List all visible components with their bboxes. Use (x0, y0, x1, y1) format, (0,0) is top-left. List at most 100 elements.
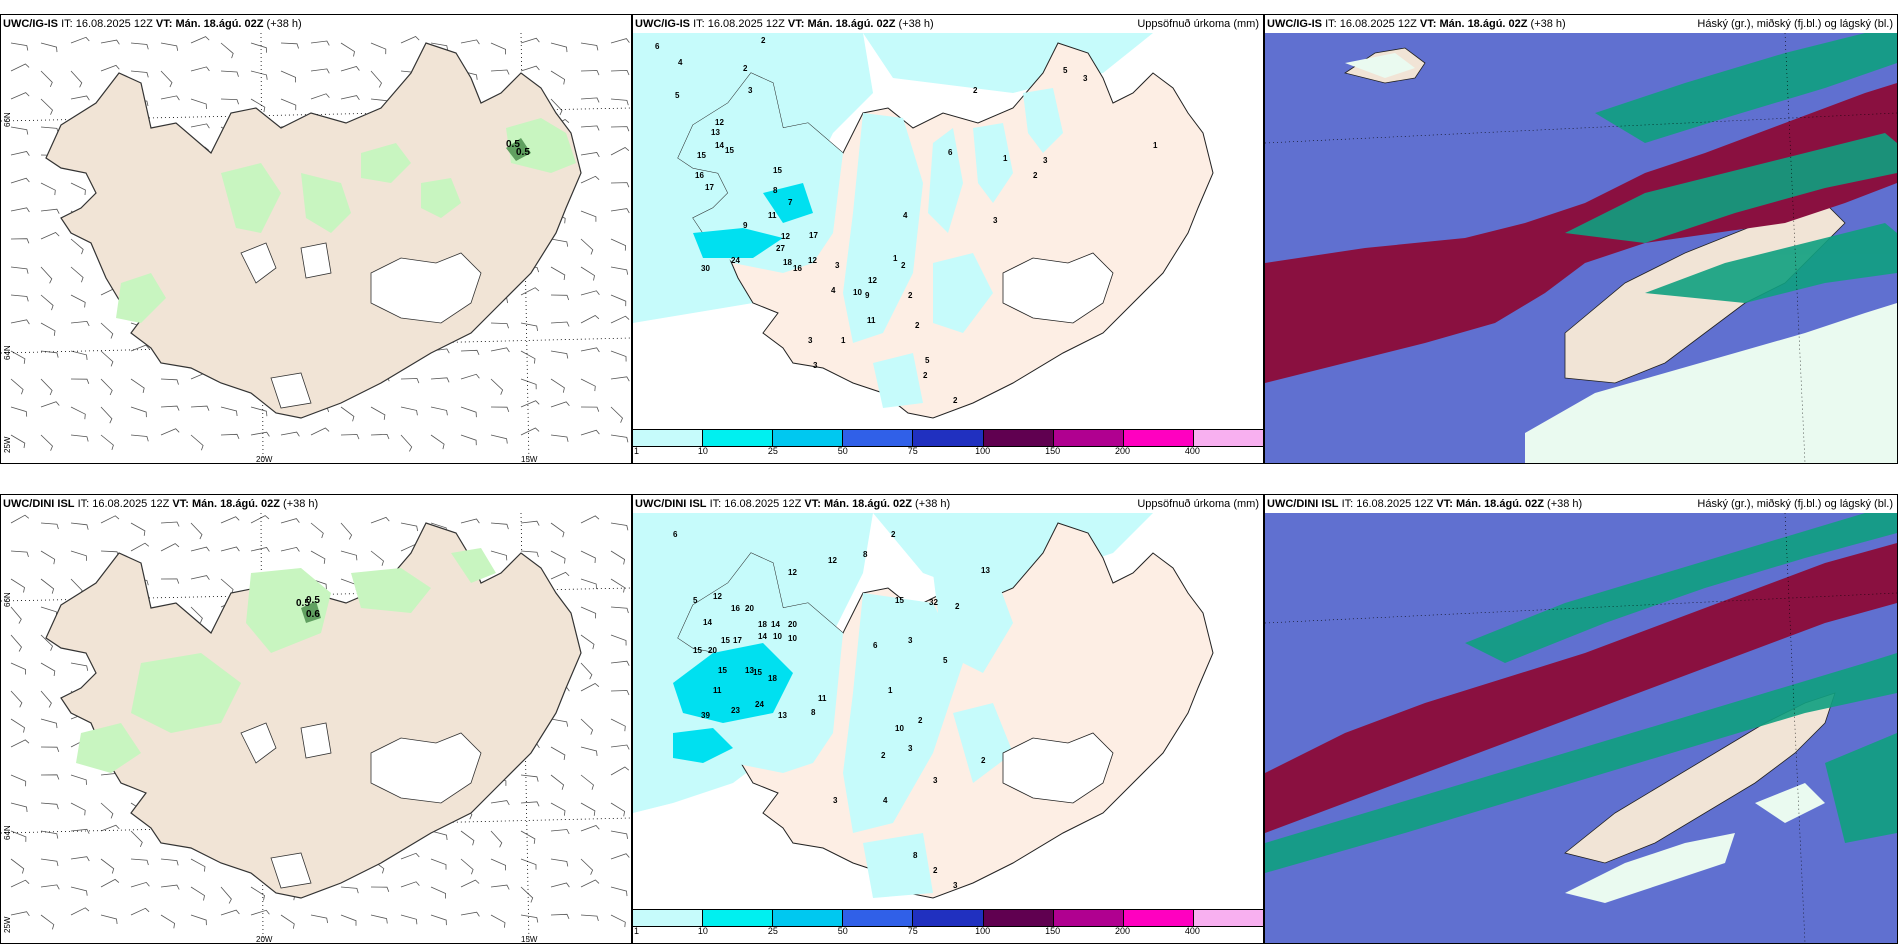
wind-barb-icon (40, 98, 53, 115)
wind-barb-icon (100, 406, 113, 424)
lead-time: (+38 h) (1547, 498, 1583, 510)
wind-barb-icon (520, 801, 540, 807)
colorbar-label: 25 (767, 446, 778, 456)
wind-barb-icon (520, 830, 536, 844)
wind-barb-icon (400, 406, 418, 416)
svg-text:8: 8 (811, 708, 816, 717)
lat-label: 64N (3, 825, 12, 840)
wind-barb-icon (220, 42, 234, 59)
wind-barb-icon (550, 321, 570, 327)
lon-label: 15W (521, 935, 538, 944)
svg-text:11: 11 (818, 694, 827, 703)
colorbar-segment (1053, 910, 1124, 926)
wind-barb-icon (340, 522, 353, 540)
wind-barb-icon (250, 70, 268, 80)
wind-barb-icon (190, 886, 205, 901)
wind-barb-icon (40, 550, 56, 565)
wind-barb-icon (70, 856, 90, 862)
wind-barb-icon (610, 853, 630, 860)
glaciers (240, 242, 482, 409)
wind-barb-icon (40, 578, 55, 594)
wind-barb-icon (40, 830, 59, 839)
wind-barb-icon (280, 431, 300, 437)
wind-barb-icon (10, 606, 22, 624)
wind-barb-icon (460, 39, 480, 45)
wind-barb-icon (610, 766, 630, 776)
wind-barb-icon (610, 294, 627, 307)
svg-text:2: 2 (761, 36, 766, 45)
svg-text:2: 2 (923, 371, 928, 380)
wind-barb-icon (550, 522, 565, 538)
wind-barb-icon (580, 70, 600, 76)
wind-barb-icon (550, 913, 570, 920)
wind-barb-icon (550, 718, 569, 727)
svg-text:3: 3 (993, 216, 998, 225)
svg-text:5: 5 (1063, 66, 1068, 75)
wind-barb-icon (70, 378, 90, 384)
wind-barb-icon (40, 42, 58, 53)
wind-barb-icon (610, 434, 629, 443)
colorbar-segment (1193, 430, 1263, 446)
panel-header: UWC/IG-IS IT: 16.08.2025 12Z VT: Mán. 18… (1267, 18, 1566, 30)
wind-barb-icon (550, 550, 566, 564)
wind-barb-icon (550, 401, 570, 408)
wind-barb-icon (100, 350, 114, 367)
svg-text:13: 13 (711, 128, 720, 137)
wind-barb-icon (490, 550, 508, 561)
wind-barb-icon (610, 914, 626, 928)
wind-barb-icon (460, 858, 474, 875)
wind-barb-icon (580, 125, 600, 131)
wind-barb-icon (220, 886, 232, 904)
svg-text:1: 1 (893, 254, 898, 263)
wind-barb-icon (520, 914, 539, 923)
colorbar-label: 200 (1114, 446, 1131, 456)
cloud-light-areas (1345, 53, 1897, 463)
svg-text:1: 1 (1153, 141, 1158, 150)
wind-barb-icon (100, 802, 114, 819)
svg-text:2: 2 (981, 756, 986, 765)
wind-barb-icon (430, 914, 447, 926)
vt-label: VT: (155, 18, 173, 30)
cloud-green-bands (1565, 33, 1897, 303)
wind-barb-icon (70, 36, 90, 44)
svg-text:24: 24 (731, 256, 740, 265)
wind-barb-icon (610, 744, 630, 750)
wind-barb-icon (370, 914, 388, 924)
wind-barb-icon (520, 400, 540, 408)
lon-label: 20W (256, 455, 273, 464)
wind-barb-icon (40, 182, 56, 196)
colorbar-label: 100 (975, 926, 991, 936)
wind-barb-icon (40, 232, 60, 240)
colorbar-label: 75 (907, 926, 918, 936)
wind-barb-icon (130, 406, 147, 418)
vt-value: Mán. 18.ágú. 02Z (1455, 498, 1544, 510)
svg-text:10: 10 (788, 634, 797, 643)
colorbar-segment (983, 430, 1054, 446)
svg-text:12: 12 (808, 256, 817, 265)
wind-barb-icon (190, 575, 210, 580)
wind-barb-icon (580, 378, 596, 392)
lon-label: 20W (256, 935, 273, 944)
svg-text:8: 8 (863, 550, 868, 559)
precip-medium (693, 183, 813, 258)
wind-barb-icon (580, 746, 598, 756)
wind-barb-icon (190, 123, 210, 129)
vt-value: Mán. 18.ágú. 02Z (807, 18, 896, 30)
svg-text:27: 27 (776, 244, 785, 253)
wind-barb-icon (580, 914, 599, 922)
wind-barb-icon (220, 98, 239, 105)
glaciers (1002, 252, 1114, 324)
vt-value: Mán. 18.ágú. 02Z (823, 498, 912, 510)
wind-barb-icon (40, 634, 53, 651)
wind-barb-icon (610, 208, 630, 214)
colorbar-segment (703, 910, 774, 926)
wind-barb-icon (10, 802, 28, 813)
wind-barb-icon (10, 294, 29, 302)
wind-barb-icon (550, 434, 569, 442)
wind-barb-icon (10, 739, 30, 748)
wind-barb-icon (250, 886, 265, 901)
wind-barb-icon (130, 344, 150, 352)
model-name: UWC/IG-IS (635, 18, 690, 30)
precip-number-labels: 2 6 4 2 5 3 12 13 15 14 15 16 17 15 7 8 … (655, 36, 1158, 405)
colorbar-label: 150 (1045, 926, 1061, 936)
